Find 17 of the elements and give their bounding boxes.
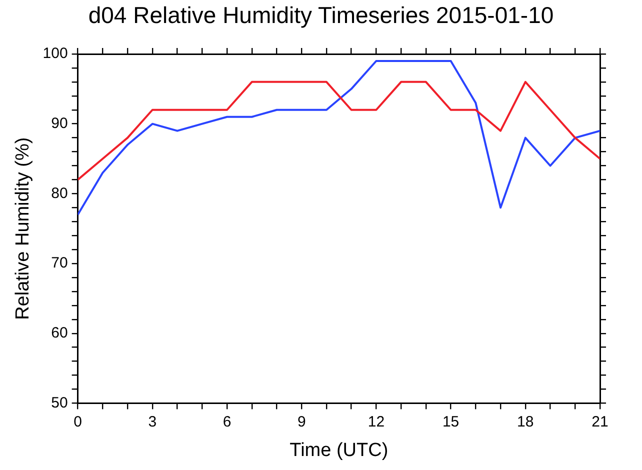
x-tick-label: 18 xyxy=(517,413,534,430)
x-tick-label: 21 xyxy=(592,413,608,430)
x-tick-label: 15 xyxy=(442,413,460,430)
chart-title: d04 Relative Humidity Timeseries 2015-01-10 xyxy=(87,2,555,29)
y-tick-label: 50 xyxy=(51,394,68,412)
x-tick-label: 6 xyxy=(222,413,232,430)
y-tick-label: 80 xyxy=(51,184,68,202)
x-axis-title: Time (UTC) xyxy=(290,440,388,461)
y-axis-title: Relative Humidity (%) xyxy=(12,137,34,320)
y-tick-label: 70 xyxy=(51,254,68,272)
x-tick-label: 3 xyxy=(148,413,157,430)
x-tick-label: 9 xyxy=(297,413,306,430)
x-tick-label: 12 xyxy=(368,413,385,430)
x-tick-label: 0 xyxy=(74,413,82,430)
y-tick-label: 90 xyxy=(51,114,68,132)
y-tick-label: 100 xyxy=(42,45,68,62)
y-tick-label: 60 xyxy=(51,324,68,342)
